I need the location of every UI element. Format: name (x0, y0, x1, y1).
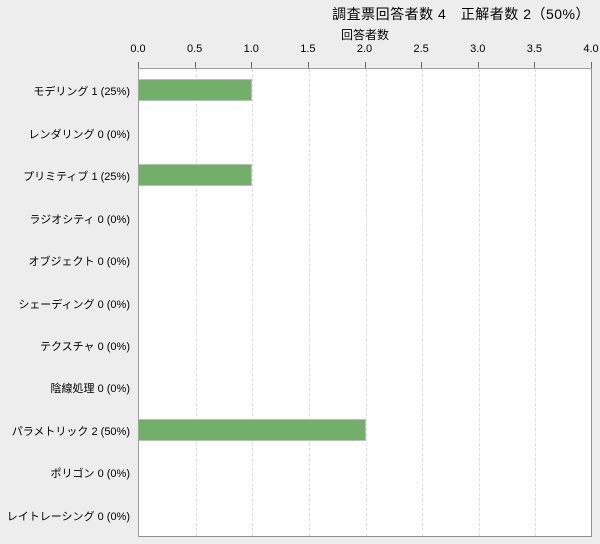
x-tick-label: 4.0 (583, 43, 599, 55)
grid-line (422, 69, 424, 536)
category-label: レイトレーシング 0 (0%) (6, 510, 130, 523)
category-label: ラジオシティ 0 (0%) (29, 213, 130, 226)
grid-line (195, 69, 197, 536)
chart-title: 調査票回答者数 4 正解者数 2（50%） (332, 6, 590, 22)
x-tick-mark (477, 62, 479, 68)
x-axis-title: 回答者数 (340, 28, 389, 42)
x-tick-mark (534, 62, 536, 68)
x-tick-mark (591, 62, 592, 68)
bar (139, 164, 253, 187)
grid-line (535, 69, 537, 536)
category-label: プリミティブ 1 (25%) (23, 171, 130, 184)
x-tick-mark (364, 62, 366, 68)
x-tick-label: 2.0 (356, 43, 373, 55)
grid-line (478, 69, 480, 536)
x-tick-mark (421, 62, 423, 68)
x-tick-label: 3.0 (470, 43, 486, 55)
x-tick-label: 1.5 (300, 43, 316, 55)
grid-line (308, 69, 310, 536)
x-tick-mark (194, 62, 196, 68)
category-label: ポリゴン 0 (0%) (50, 468, 130, 481)
x-tick-mark (251, 62, 253, 68)
category-label: 陰線処理 0 (0%) (50, 383, 130, 396)
category-label: テクスチャ 0 (0%) (39, 340, 130, 353)
category-label: オブジェクト 0 (0%) (28, 256, 130, 269)
category-label: モデリング 1 (25%) (33, 86, 130, 99)
bar (139, 418, 366, 441)
x-tick-label: 0.0 (130, 43, 146, 55)
category-label: シェーディング 0 (0%) (18, 298, 130, 311)
bar (139, 79, 253, 102)
x-tick-label: 1.0 (243, 43, 259, 55)
x-tick-mark (307, 62, 309, 68)
x-tick-mark (138, 62, 139, 68)
x-tick-label: 0.5 (186, 43, 203, 55)
plot-area (138, 68, 592, 537)
x-tick-label: 2.5 (413, 43, 429, 55)
grid-line (365, 69, 367, 536)
category-label: パラメトリック 2 (50%) (11, 425, 130, 438)
x-tick-label: 3.5 (526, 43, 543, 55)
category-label: レンダリング 0 (0%) (28, 128, 130, 141)
grid-line (252, 69, 254, 536)
